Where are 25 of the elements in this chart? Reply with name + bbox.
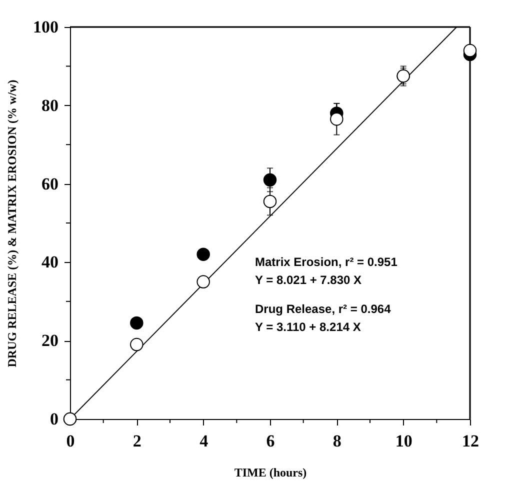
- annotation: Matrix Erosion, r² = 0.951: [255, 255, 398, 269]
- point: [463, 44, 477, 58]
- x-tick-label: 10: [395, 432, 412, 450]
- x-tick-label: 2: [132, 432, 142, 450]
- x-tick-label: 0: [66, 432, 75, 450]
- point: [196, 248, 210, 261]
- x-tick-label: 12: [462, 432, 479, 450]
- y-tick-label: 40: [42, 252, 58, 272]
- x-tick-label: 4: [200, 432, 209, 450]
- point: [330, 112, 344, 126]
- x-tick-label: 8: [332, 432, 342, 450]
- x-axis-title: TIME (hours): [234, 466, 307, 480]
- annotation: Y = 3.110 + 8.214 X: [255, 320, 361, 334]
- x-tick-label: 6: [266, 432, 275, 450]
- y-axis-title: DRUG RELEASE (%) & MATRIX EROSION (% w/w): [5, 80, 19, 368]
- y-tick-label: 80: [42, 96, 58, 115]
- y-tick-label: 60: [42, 174, 58, 194]
- annotation: Drug Release, r² = 0.964: [255, 302, 392, 316]
- point: [196, 275, 210, 288]
- point: [263, 173, 277, 186]
- point: [130, 316, 144, 330]
- y-tick-label: 20: [42, 331, 58, 350]
- y-tick-label: 100: [33, 18, 58, 36]
- y-tick-label: 0: [50, 410, 58, 428]
- annotation: Y = 8.021 + 7.830 X: [255, 273, 362, 287]
